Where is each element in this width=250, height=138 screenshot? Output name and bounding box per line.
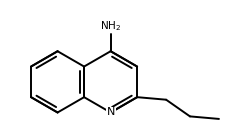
Text: NH$_2$: NH$_2$: [100, 19, 121, 33]
Text: N: N: [106, 108, 115, 117]
